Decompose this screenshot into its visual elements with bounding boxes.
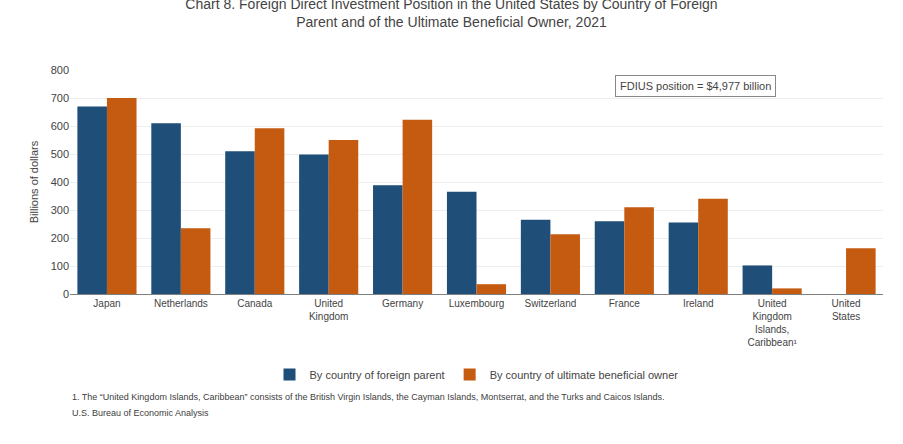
svg-text:1. The “United Kingdom Islands: 1. The “United Kingdom Islands, Caribbea… [72, 392, 664, 402]
svg-text:700: 700 [51, 92, 69, 104]
svg-text:500: 500 [51, 148, 69, 160]
svg-text:Billions of dollars: Billions of dollars [28, 140, 40, 223]
svg-text:U.S. Bureau of Economic Analys: U.S. Bureau of Economic Analysis [72, 408, 209, 418]
svg-text:Switzerland: Switzerland [525, 298, 577, 309]
svg-text:FDIUS position = $4,977 billio: FDIUS position = $4,977 billion [620, 80, 771, 92]
svg-text:300: 300 [51, 204, 69, 216]
svg-text:UnitedKingdom: UnitedKingdom [309, 298, 348, 322]
svg-text:By country of ultimate benefic: By country of ultimate beneficial owner [490, 369, 679, 381]
svg-text:Japan: Japan [93, 298, 120, 309]
svg-text:By country of foreign parent: By country of foreign parent [310, 369, 445, 381]
svg-text:200: 200 [51, 232, 69, 244]
svg-text:0: 0 [63, 288, 69, 300]
svg-text:UnitedStates: UnitedStates [832, 298, 861, 322]
svg-text:100: 100 [51, 260, 69, 272]
svg-text:UnitedKingdomIslands,Caribbean: UnitedKingdomIslands,Caribbean¹ [747, 298, 797, 348]
svg-text:Chart 8. Foreign Direct Invest: Chart 8. Foreign Direct Investment Posit… [185, 0, 717, 30]
svg-text:Canada: Canada [237, 298, 272, 309]
svg-text:600: 600 [51, 120, 69, 132]
svg-text:Luxembourg: Luxembourg [449, 298, 505, 309]
svg-text:Germany: Germany [382, 298, 423, 309]
svg-text:Netherlands: Netherlands [154, 298, 208, 309]
svg-text:Ireland: Ireland [683, 298, 714, 309]
svg-text:France: France [609, 298, 641, 309]
svg-text:800: 800 [51, 64, 69, 76]
svg-text:400: 400 [51, 176, 69, 188]
